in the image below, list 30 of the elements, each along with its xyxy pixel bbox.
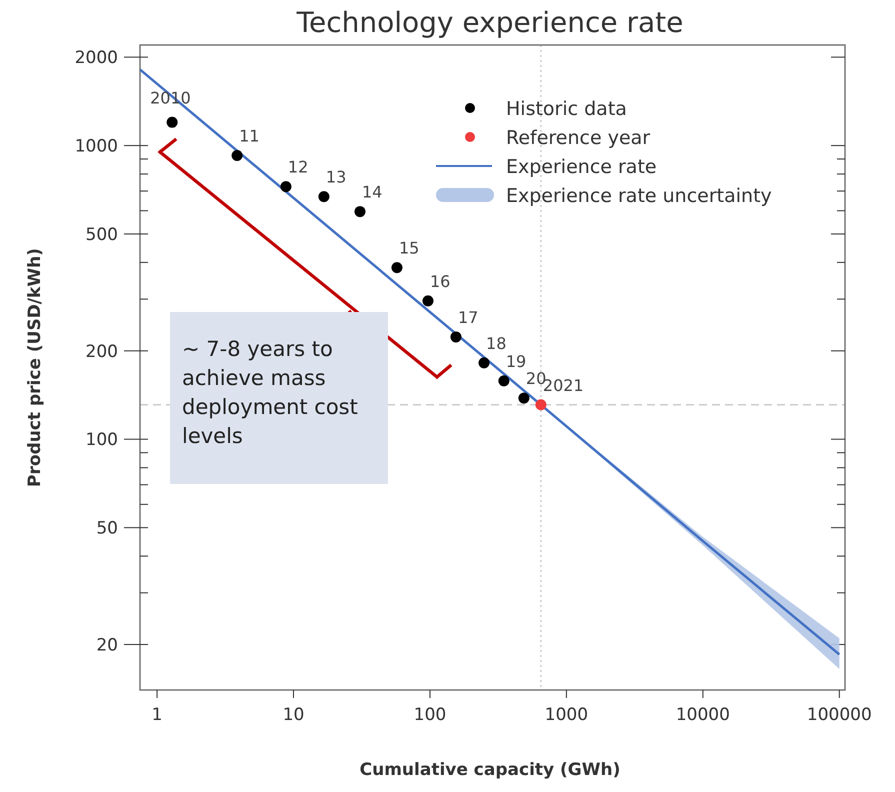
x-tick-label: 1000 bbox=[544, 705, 588, 725]
y-tick-label: 200 bbox=[86, 342, 118, 362]
legend-label: Experience rate uncertainty bbox=[506, 185, 772, 207]
annotation: 14 bbox=[362, 182, 382, 202]
x-tick-label: 1 bbox=[152, 705, 162, 725]
annotation: 13 bbox=[326, 168, 346, 187]
annotation: 19 bbox=[506, 352, 526, 371]
legend-label: Reference year bbox=[506, 127, 650, 149]
y-tick-label: 500 bbox=[86, 224, 118, 245]
x-tick-label: 100 bbox=[414, 705, 446, 725]
y-tick-label: 20 bbox=[96, 636, 118, 656]
annotation: 18 bbox=[486, 334, 506, 353]
x-tick-label: 10000 bbox=[676, 705, 730, 725]
y-tick-label: 100 bbox=[86, 430, 118, 450]
y-tick-label: 50 bbox=[96, 518, 118, 539]
x-tick-label: 100000 bbox=[806, 705, 872, 725]
y-tick-label: 2000 bbox=[74, 48, 118, 68]
chart-title: Technology experience rate bbox=[296, 6, 684, 39]
annotation: 16 bbox=[430, 272, 450, 291]
x-tick-label: 10 bbox=[282, 705, 304, 725]
annotation: 15 bbox=[398, 238, 420, 258]
annotation: ~ 7-8 years to achieve mass deployment cost levels bbox=[182, 337, 358, 448]
annotation: 12 bbox=[288, 158, 308, 177]
legend-label: Experience rate bbox=[506, 156, 657, 178]
y-axis-title: Product price (USD/kWh) bbox=[25, 248, 45, 487]
annotation: 17 bbox=[458, 308, 478, 327]
annotation: 11 bbox=[239, 126, 260, 146]
x-axis-title: Cumulative capacity (GWh) bbox=[360, 760, 620, 780]
y-tick-label: 1000 bbox=[74, 136, 118, 157]
legend-label: Historic data bbox=[506, 98, 627, 120]
